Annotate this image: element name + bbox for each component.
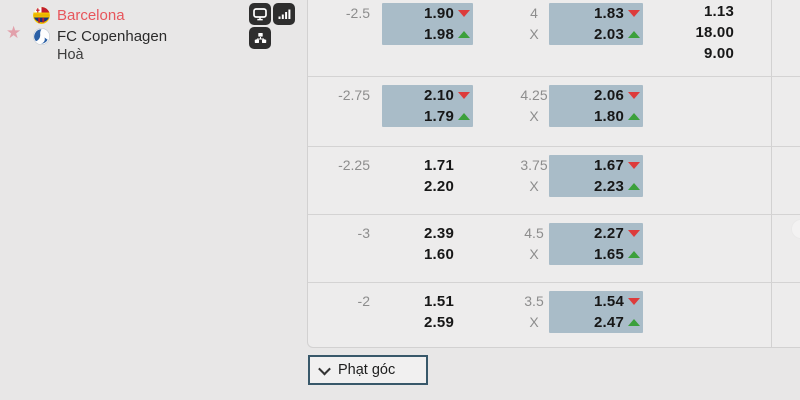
odds-value: 1.67 bbox=[594, 157, 624, 174]
odds-down-arrow-icon bbox=[458, 10, 470, 17]
draw-odds: 9.00 bbox=[704, 45, 734, 62]
odds-up-arrow-icon bbox=[458, 113, 470, 120]
handicap-value: -3 bbox=[357, 225, 370, 241]
odds-up-arrow-icon bbox=[628, 319, 640, 326]
total-line-column: 4.5 X bbox=[514, 223, 554, 265]
handicap-odds-cell[interactable]: 2.10 1.79 bbox=[382, 85, 473, 127]
total-line-value: 4 bbox=[530, 5, 538, 21]
odds-value: 1.60 bbox=[424, 246, 454, 263]
stats-button[interactable] bbox=[273, 3, 295, 25]
x-label: X bbox=[529, 26, 539, 42]
column-divider bbox=[771, 0, 772, 347]
total-line-value: 4.25 bbox=[520, 87, 548, 103]
handicap-value: -2.5 bbox=[345, 5, 370, 21]
corner-kicks-button-label: Phạt góc bbox=[338, 362, 396, 378]
odds-down-arrow-icon bbox=[628, 162, 640, 169]
odds-up-arrow-icon bbox=[628, 251, 640, 258]
odds-row: -2 1.51 2.59 3.5 X 1.54 2.47 bbox=[308, 282, 800, 347]
match-odds-column[interactable]: 1.13 18.00 9.00 bbox=[652, 1, 734, 64]
odds-value: 1.79 bbox=[424, 108, 454, 125]
odds-row: -2.25 1.71 2.20 3.75 X 1.67 2.23 bbox=[308, 146, 800, 215]
total-line-value: 3.5 bbox=[524, 293, 544, 309]
odds-value: 2.06 bbox=[594, 87, 624, 104]
odds-up-arrow-icon bbox=[628, 183, 640, 190]
total-line-column: 3.5 X bbox=[514, 291, 554, 333]
handicap-odds-cell[interactable]: 2.39 1.60 bbox=[382, 223, 473, 265]
odds-down-arrow-icon bbox=[628, 92, 640, 99]
away-team-name: FC Copenhagen bbox=[57, 27, 168, 45]
odds-value: 1.65 bbox=[594, 246, 624, 263]
handicap-odds-cell[interactable]: 1.71 2.20 bbox=[382, 155, 473, 197]
x-label: X bbox=[529, 246, 539, 262]
odds-value: 2.10 bbox=[424, 87, 454, 104]
total-line-column: 4 X bbox=[514, 3, 554, 45]
odds-value: 1.51 bbox=[424, 293, 454, 310]
total-line-column: 4.25 X bbox=[514, 85, 554, 127]
odds-value: 1.80 bbox=[594, 108, 624, 125]
odds-value: 2.59 bbox=[424, 314, 454, 331]
odds-value: 1.54 bbox=[594, 293, 624, 310]
away-team-row: FC Copenhagen bbox=[33, 26, 167, 46]
odds-row: -2.75 2.10 1.79 4.25 X 2.06 1.80 bbox=[308, 76, 800, 147]
odds-down-arrow-icon bbox=[628, 10, 640, 17]
odds-value: 1.90 bbox=[424, 5, 454, 22]
odds-row: -3 2.39 1.60 4.5 X 2.27 1.65 bbox=[308, 214, 800, 283]
odds-down-arrow-icon bbox=[458, 92, 470, 99]
total-odds-cell[interactable]: 2.27 1.65 bbox=[549, 223, 643, 265]
odds-value: 1.98 bbox=[424, 26, 454, 43]
home-odds: 1.13 bbox=[704, 3, 734, 20]
handicap-value: -2 bbox=[357, 293, 370, 309]
odds-up-arrow-icon bbox=[628, 113, 640, 120]
x-label: X bbox=[529, 314, 539, 330]
home-team-name: Barcelona bbox=[57, 6, 125, 24]
x-label: X bbox=[529, 108, 539, 124]
total-odds-cell[interactable]: 1.83 2.03 bbox=[549, 3, 643, 45]
odds-value: 1.83 bbox=[594, 5, 624, 22]
odds-value: 2.27 bbox=[594, 225, 624, 242]
odds-value: 2.39 bbox=[424, 225, 454, 242]
odds-value: 1.71 bbox=[424, 157, 454, 174]
total-line-value: 4.5 bbox=[524, 225, 544, 241]
handicap-odds-cell[interactable]: 1.90 1.98 bbox=[382, 3, 473, 45]
odds-value: 2.03 bbox=[594, 26, 624, 43]
odds-value: 2.23 bbox=[594, 178, 624, 195]
x-label: X bbox=[529, 178, 539, 194]
total-line-value: 3.75 bbox=[520, 157, 548, 173]
chevron-down-icon bbox=[318, 362, 331, 375]
corner-kicks-toggle-button[interactable]: Phạt góc bbox=[308, 355, 428, 385]
home-team-row: Barcelona bbox=[33, 5, 125, 25]
odds-down-arrow-icon bbox=[628, 298, 640, 305]
total-odds-cell[interactable]: 2.06 1.80 bbox=[549, 85, 643, 127]
odds-value: 2.47 bbox=[594, 314, 624, 331]
odds-up-arrow-icon bbox=[458, 31, 470, 38]
odds-value: 2.20 bbox=[424, 178, 454, 195]
handicap-odds-cell[interactable]: 1.51 2.59 bbox=[382, 291, 473, 333]
odds-table: -2.5 1.90 1.98 4 X 1.83 2.03 1.13 18.00 … bbox=[307, 0, 800, 348]
barcelona-crest-icon bbox=[33, 6, 50, 24]
monitor-icon bbox=[253, 7, 267, 20]
lineup-button[interactable] bbox=[249, 27, 271, 49]
live-tv-button[interactable] bbox=[249, 3, 271, 25]
draw-label: Hoà bbox=[57, 47, 84, 63]
match-info-panel: ★ Barcelona FC Copenhagen Hoà bbox=[0, 0, 307, 400]
odds-up-arrow-icon bbox=[628, 31, 640, 38]
handicap-value: -2.75 bbox=[338, 87, 370, 103]
handicap-value: -2.25 bbox=[338, 157, 370, 173]
odds-down-arrow-icon bbox=[628, 230, 640, 237]
away-odds: 18.00 bbox=[695, 24, 734, 41]
total-odds-cell[interactable]: 1.67 2.23 bbox=[549, 155, 643, 197]
signal-bars-icon bbox=[278, 9, 290, 19]
odds-row: -2.5 1.90 1.98 4 X 1.83 2.03 1.13 18.00 … bbox=[308, 0, 800, 77]
total-odds-cell[interactable]: 1.54 2.47 bbox=[549, 291, 643, 333]
favorite-star-icon[interactable]: ★ bbox=[6, 23, 22, 42]
total-line-column: 3.75 X bbox=[514, 155, 554, 197]
fc-copenhagen-crest-icon bbox=[33, 27, 50, 45]
lineup-sitemap-icon bbox=[254, 33, 266, 43]
